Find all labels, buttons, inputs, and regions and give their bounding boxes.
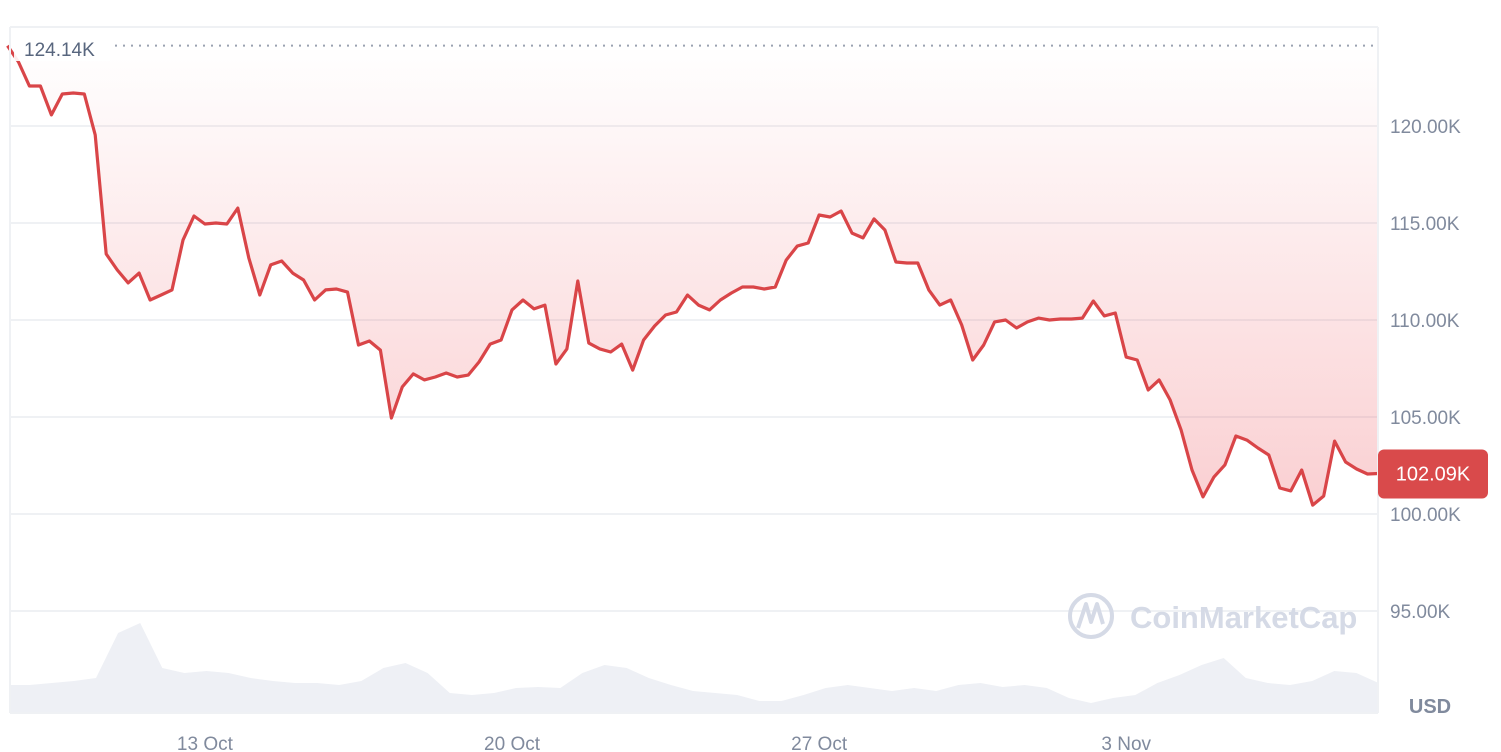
x-tick-label: 27 Oct (791, 734, 848, 752)
y-tick-label: 120.00K (1390, 117, 1461, 138)
current-price-badge (1378, 449, 1488, 499)
y-tick-label: 110.00K (1390, 311, 1460, 332)
current-price-label: 102.09K (1396, 463, 1471, 485)
watermark-text: CoinMarketCap (1130, 600, 1357, 635)
x-tick-label: 20 Oct (484, 734, 541, 752)
currency-label: USD (1409, 696, 1451, 718)
watermark-logo: CoinMarketCap (1068, 593, 1357, 639)
y-tick-label: 100.00K (1390, 505, 1461, 526)
volume-area (10, 623, 1379, 713)
reference-label: 124.14K (24, 40, 95, 61)
x-tick-label: 3 Nov (1101, 734, 1151, 752)
y-tick-label: 105.00K (1390, 408, 1461, 429)
x-tick-label: 13 Oct (177, 734, 234, 752)
y-tick-label: 115.00K (1390, 214, 1460, 235)
reference-label-bg (14, 33, 110, 61)
price-area-fill (7, 45, 1379, 506)
price-line (6, 44, 1379, 507)
y-tick-label: 95.00K (1390, 602, 1451, 623)
